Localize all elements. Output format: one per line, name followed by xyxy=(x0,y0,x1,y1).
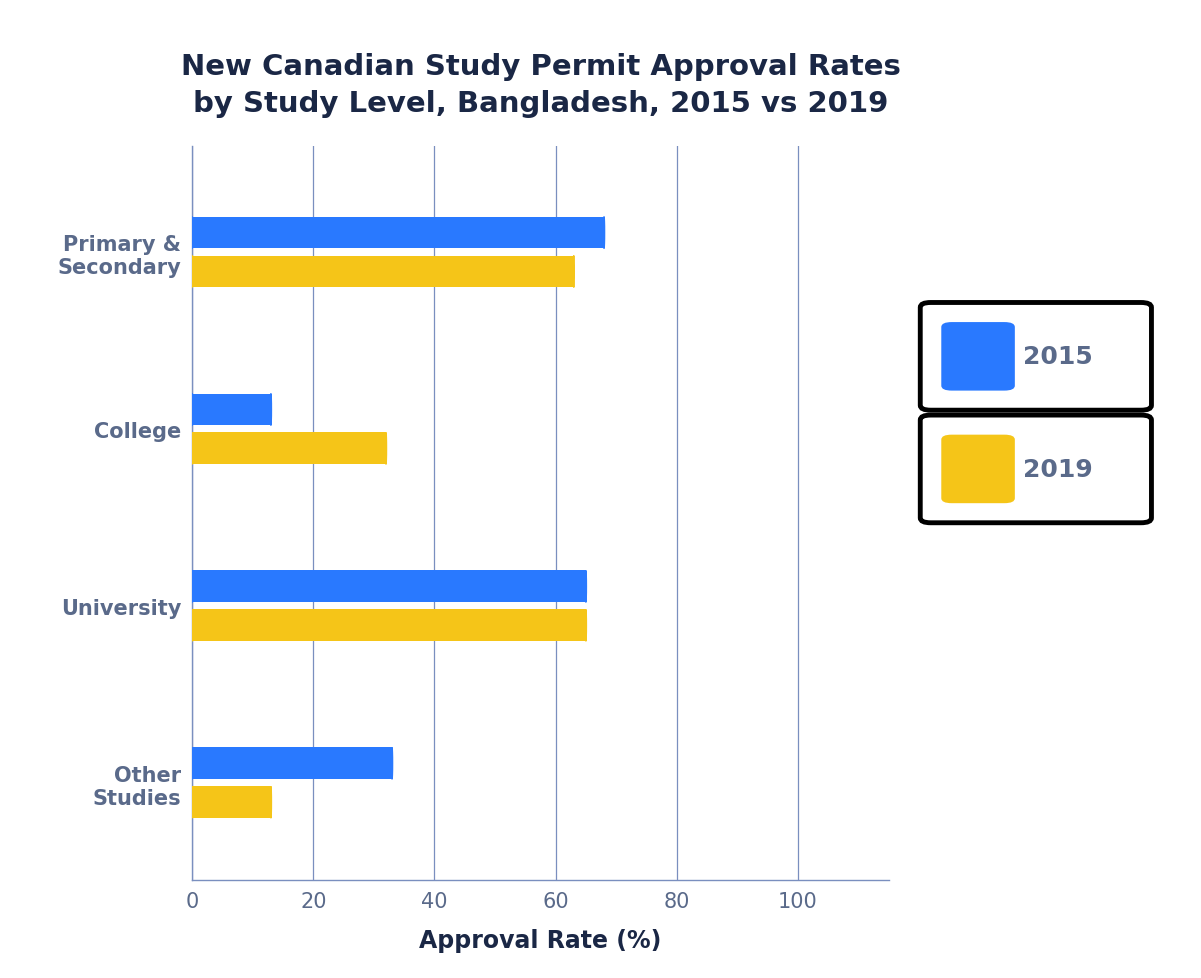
FancyBboxPatch shape xyxy=(942,323,1015,391)
FancyBboxPatch shape xyxy=(942,435,1015,504)
Text: 2019: 2019 xyxy=(1023,458,1093,481)
FancyBboxPatch shape xyxy=(920,303,1152,411)
FancyBboxPatch shape xyxy=(945,325,1011,389)
Bar xyxy=(192,609,586,642)
FancyBboxPatch shape xyxy=(945,437,1011,502)
Title: New Canadian Study Permit Approval Rates
by Study Level, Bangladesh, 2015 vs 201: New Canadian Study Permit Approval Rates… xyxy=(180,53,901,118)
FancyBboxPatch shape xyxy=(920,416,1152,523)
X-axis label: Approval Rate (%): Approval Rate (%) xyxy=(419,928,662,952)
Bar xyxy=(192,394,271,426)
Bar xyxy=(192,256,574,289)
Bar xyxy=(192,786,271,819)
Text: 2015: 2015 xyxy=(1023,345,1093,369)
Bar xyxy=(192,433,386,465)
Bar xyxy=(192,747,392,779)
Bar xyxy=(192,571,586,602)
Bar xyxy=(192,217,604,249)
